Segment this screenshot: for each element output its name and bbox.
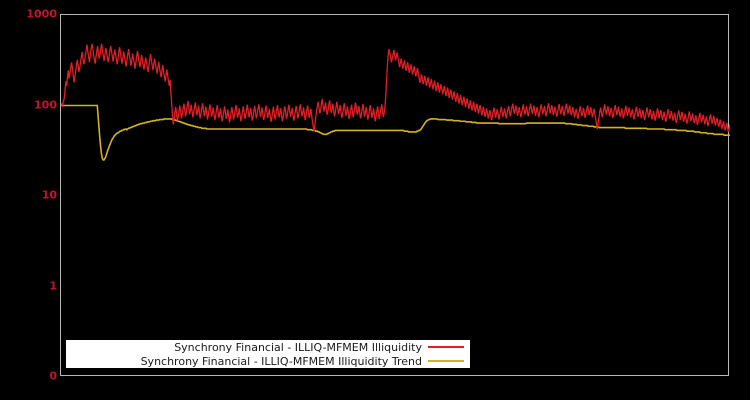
y-axis-tick-labels: 1000 100 10 1 0 xyxy=(0,0,57,400)
y-axis-tick-label: 10 xyxy=(41,188,57,202)
legend-color-swatch xyxy=(428,346,464,348)
y-axis-tick-label: 100 xyxy=(34,98,57,111)
chart-legend: Synchrony Financial - ILLIQ-MFMEM Illiqu… xyxy=(66,340,470,368)
y-axis-tick-label: 1 xyxy=(49,279,57,292)
legend-entry[interactable]: Synchrony Financial - ILLIQ-MFMEM Illiqu… xyxy=(66,354,470,368)
y-axis-tick-label: 0 xyxy=(49,369,57,383)
plot-area xyxy=(60,14,730,376)
series-line xyxy=(61,43,730,133)
legend-entry[interactable]: Synchrony Financial - ILLIQ-MFMEM Illiqu… xyxy=(66,340,470,354)
y-axis-tick-label: 1000 xyxy=(26,7,57,21)
legend-entry-label: Synchrony Financial - ILLIQ-MFMEM Illiqu… xyxy=(174,340,422,354)
plot-lines xyxy=(61,43,730,161)
legend-color-swatch xyxy=(428,360,464,362)
legend-entry-label: Synchrony Financial - ILLIQ-MFMEM Illiqu… xyxy=(140,354,422,368)
